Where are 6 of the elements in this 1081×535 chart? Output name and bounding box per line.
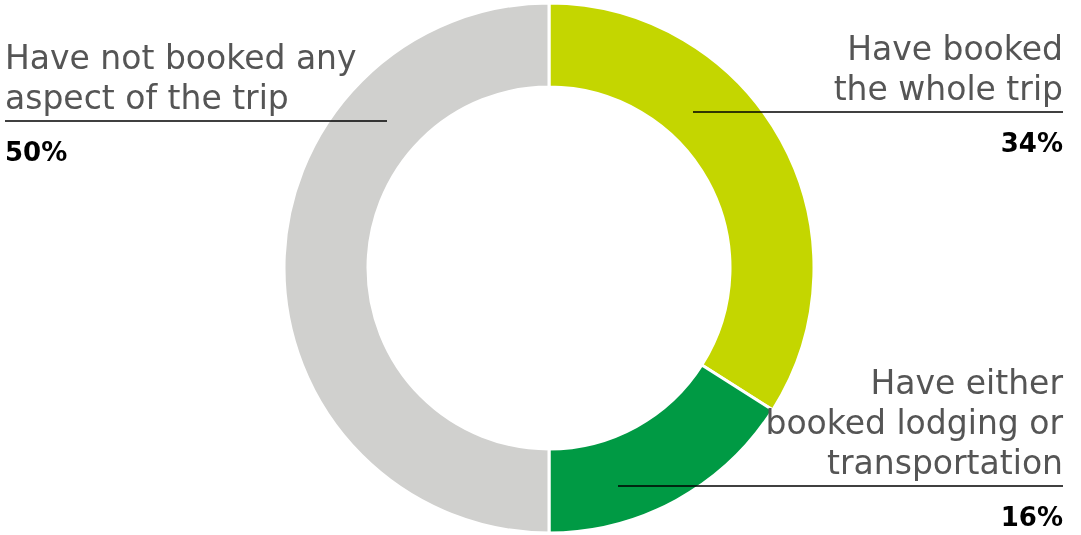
data-label: 16% xyxy=(1000,502,1063,532)
data-label: 34% xyxy=(1000,128,1063,158)
data-label: 50% xyxy=(5,137,68,167)
slice-label: Have either booked lodging or transportation xyxy=(765,363,1064,482)
slice-label: Have booked the whole trip xyxy=(833,29,1063,108)
slice-label: Have not booked any aspect of the trip xyxy=(5,38,357,117)
